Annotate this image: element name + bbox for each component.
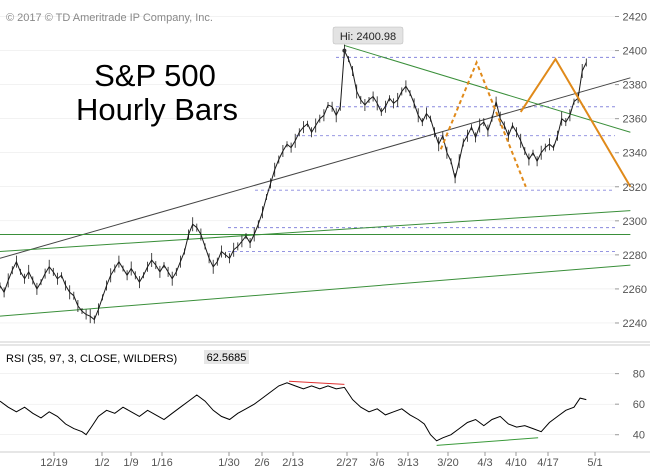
- x-tick-label: 2/13: [282, 457, 303, 468]
- x-tick-label: 2/27: [336, 457, 357, 468]
- hi-label-text: Hi: 2400.98: [340, 31, 396, 43]
- rsi-y-tick-label: 40: [633, 430, 645, 442]
- x-tick-label: 1/2: [94, 457, 109, 468]
- copyright-text: © 2017 © TD Ameritrade IP Company, Inc.: [6, 12, 213, 24]
- x-tick-label: 12/19: [40, 457, 68, 468]
- trendline-black: [0, 77, 631, 259]
- x-tick-label: 4/10: [505, 457, 526, 468]
- trendline-green: [0, 210, 631, 252]
- price-y-tick-label: 2280: [623, 250, 647, 262]
- x-tick-label: 2/6: [254, 457, 269, 468]
- x-tick-label: 1/16: [151, 457, 172, 468]
- x-tick-label: 4/17: [537, 457, 558, 468]
- price-y-tick-label: 2400: [623, 46, 647, 58]
- x-tick-label: 4/3: [477, 457, 492, 468]
- price-y-tick-label: 2260: [623, 284, 647, 296]
- rsi-series-line: [0, 382, 587, 442]
- price-series-line: [0, 48, 587, 321]
- rsi-label: RSI (35, 97, 3, CLOSE, WILDERS): [6, 353, 177, 365]
- price-y-tick-label: 2360: [623, 114, 647, 126]
- x-tick-label: 1/30: [218, 457, 239, 468]
- rsi-divergence-green: [436, 437, 539, 446]
- x-tick-label: 5/1: [587, 457, 602, 468]
- rsi-value: 62.5685: [207, 352, 247, 364]
- price-y-tick-label: 2340: [623, 148, 647, 160]
- projection-dotted-path: [439, 59, 527, 188]
- price-y-tick-label: 2380: [623, 80, 647, 92]
- rsi-y-tick-label: 80: [633, 369, 645, 381]
- x-tick-label: 1/9: [123, 457, 138, 468]
- price-y-tick-label: 2320: [623, 182, 647, 194]
- x-tick-label: 3/20: [437, 457, 458, 468]
- rsi-y-tick-label: 60: [633, 399, 645, 411]
- price-y-tick-label: 2300: [623, 216, 647, 228]
- hi-label-box: [332, 26, 404, 45]
- rsi-value-box: [204, 350, 249, 364]
- price-y-tick-label: 2420: [623, 12, 647, 24]
- projection-solid-path: [519, 57, 632, 188]
- x-tick-label: 3/6: [369, 457, 384, 468]
- rsi-divergence-red: [289, 380, 345, 385]
- trendline-green: [0, 264, 631, 317]
- hi-marker-point: [342, 48, 347, 53]
- chart-title-line1: S&P 500: [94, 58, 216, 93]
- chart-title-line2: Hourly Bars: [76, 92, 238, 127]
- price-y-tick-label: 2240: [623, 318, 647, 330]
- x-tick-label: 3/13: [397, 457, 418, 468]
